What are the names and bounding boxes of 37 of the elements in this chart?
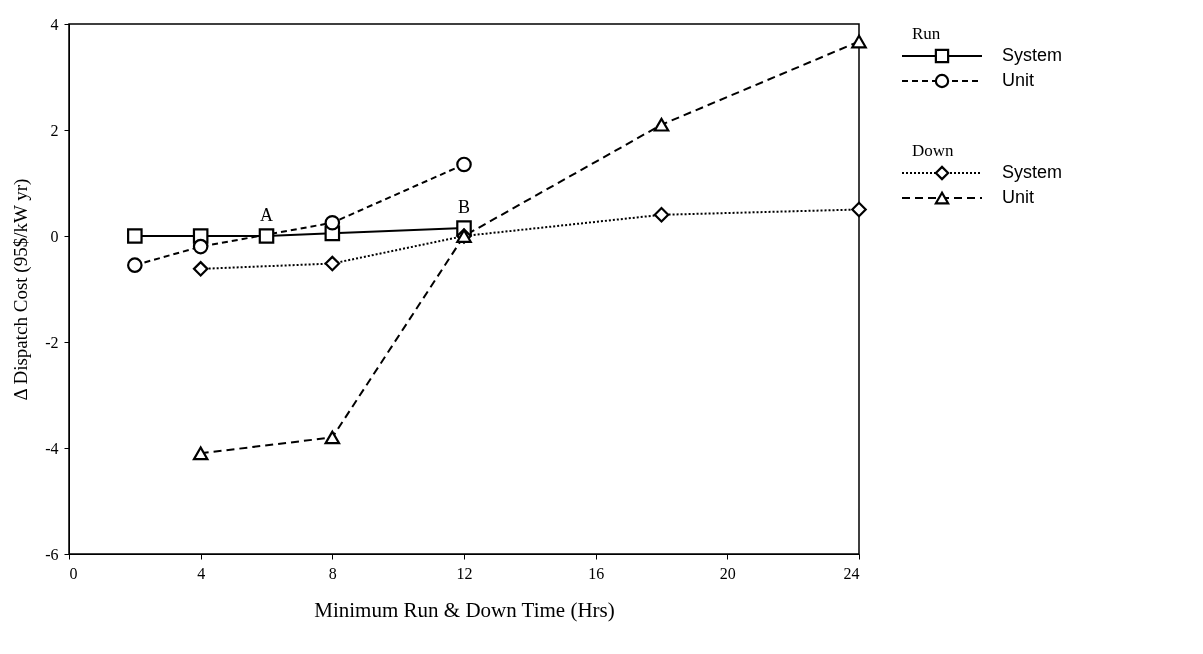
text: Run xyxy=(912,24,941,43)
annotation: A xyxy=(260,205,273,225)
point xyxy=(258,228,275,244)
y-axis-title: Δ Dispatch Cost (95$/kW yr) xyxy=(10,178,33,401)
point xyxy=(127,257,143,273)
annotation: B xyxy=(457,197,471,218)
legend-label: System xyxy=(1002,45,1063,65)
point xyxy=(192,446,209,461)
point xyxy=(127,228,143,244)
legend-label: Unit xyxy=(1002,187,1035,207)
x-tick-label: 0 xyxy=(69,564,78,582)
point xyxy=(324,214,341,231)
point xyxy=(653,117,670,132)
point xyxy=(653,206,670,223)
y-tick-label: -4 xyxy=(45,439,59,457)
point xyxy=(324,255,341,272)
text: Down xyxy=(912,141,955,160)
point xyxy=(324,430,341,445)
legend-label: Unit xyxy=(1002,70,1035,90)
point xyxy=(456,156,472,173)
x-tick-label: 8 xyxy=(328,564,337,582)
x-axis-title: Minimum Run & Down Time (Hrs) xyxy=(314,597,615,622)
y-tick-label: -6 xyxy=(45,545,59,563)
point xyxy=(851,34,867,49)
point xyxy=(192,261,209,277)
x-tick-label: 16 xyxy=(588,564,605,582)
y-tick-label: 2 xyxy=(50,121,59,139)
y-tick-label: 0 xyxy=(50,227,59,245)
x-tick-label: 4 xyxy=(197,564,206,582)
y-tick-label: -2 xyxy=(45,333,59,351)
legend-label: System xyxy=(1002,162,1063,182)
point xyxy=(192,238,209,255)
x-tick-label: 12 xyxy=(456,564,473,582)
x-tick-label: 24 xyxy=(843,564,860,582)
x-tick-label: 20 xyxy=(719,564,736,582)
point xyxy=(851,201,867,218)
y-tick-label: 4 xyxy=(50,15,59,33)
